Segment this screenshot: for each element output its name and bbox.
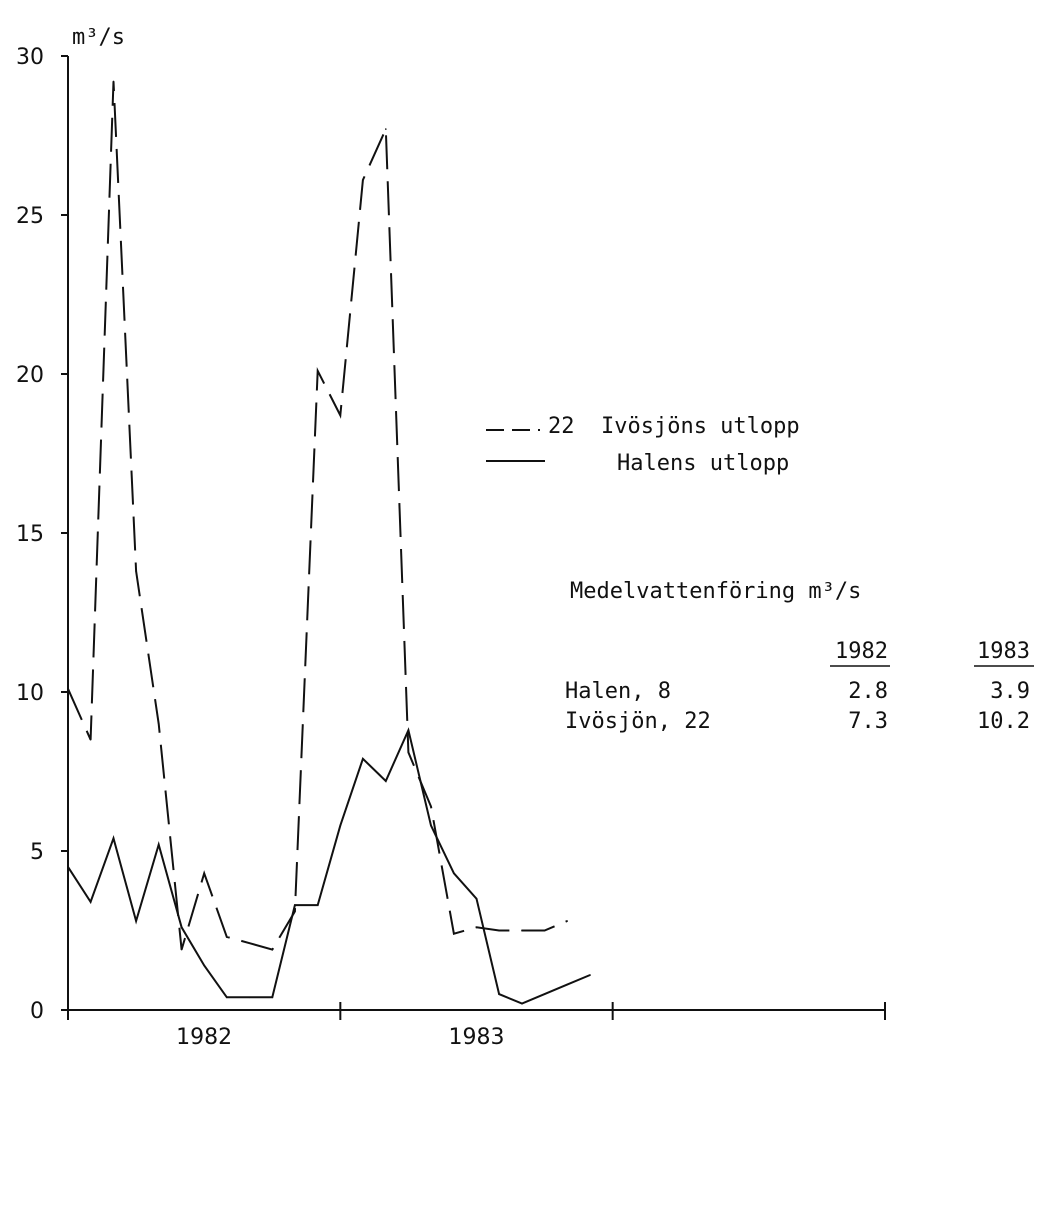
year-header-1982: 1982 <box>835 639 888 664</box>
data-point-ivosjon-14 <box>385 128 387 130</box>
data-point-halen-8 <box>248 996 251 999</box>
data-point-halen-23 <box>589 974 591 976</box>
y-axis-unit-label: m³/s <box>72 25 125 50</box>
data-point-ivosjon-18 <box>475 926 478 929</box>
ivosjon-1982-value: 7.3 <box>848 709 888 734</box>
data-point-ivosjon-19 <box>498 929 500 932</box>
data-point-ivosjon-16 <box>430 805 432 808</box>
data-point-halen-6 <box>203 964 205 967</box>
data-point-ivosjon-8 <box>248 942 251 944</box>
y-tick-label-0: 0 <box>30 999 44 1024</box>
data-point-ivosjon-6 <box>203 872 205 875</box>
legend: 22 Ivösjöns utlopp Halens utlopp <box>486 414 800 476</box>
data-point-ivosjon-2 <box>112 80 115 83</box>
series-line-ivosjon <box>67 81 568 951</box>
data-point-ivosjon-5 <box>180 948 183 951</box>
data-point-halen-20 <box>521 1002 523 1005</box>
data-point-ivosjon-3 <box>135 570 137 572</box>
x-tick-label-1983: 1983 <box>449 1025 505 1050</box>
data-point-halen-2 <box>112 837 115 840</box>
data-point-ivosjon-21 <box>543 929 546 932</box>
data-point-halen-13 <box>362 758 364 760</box>
data-point-halen-0 <box>67 866 69 868</box>
data-point-ivosjon-17 <box>453 932 455 935</box>
data-point-ivosjon-1 <box>89 738 92 741</box>
halen-1983-value: 3.9 <box>990 679 1030 704</box>
row-label-ivosjon: Ivösjön, 22 <box>565 709 711 734</box>
data-point-ivosjon-0 <box>67 688 69 690</box>
data-point-ivosjon-11 <box>316 370 319 372</box>
mean-flow-title: Medelvattenföring m³/s <box>570 579 861 604</box>
data-point-halen-22 <box>566 983 568 986</box>
data-point-ivosjon-7 <box>226 936 228 938</box>
data-point-halen-21 <box>543 993 546 995</box>
y-tick-label-30: 30 <box>16 45 44 70</box>
row-label-halen: Halen, 8 <box>565 679 671 704</box>
legend-label-ivosjon: 22 Ivösjöns utlopp <box>548 414 800 439</box>
data-point-halen-15 <box>407 729 410 731</box>
data-point-halen-17 <box>453 872 455 875</box>
data-point-halen-1 <box>89 901 92 903</box>
data-point-halen-5 <box>180 926 183 929</box>
data-point-ivosjon-9 <box>271 948 274 951</box>
data-point-halen-19 <box>498 993 500 995</box>
data-point-ivosjon-15 <box>407 751 410 754</box>
year-header-1983: 1983 <box>977 639 1030 664</box>
axes: 0 5 10 15 20 25 30 m³/s 1982 1983 <box>16 25 886 1050</box>
data-point-halen-7 <box>226 996 228 999</box>
mean-flow-table: Medelvattenföring m³/s 1982 1983 Halen, … <box>565 579 1034 734</box>
data-point-ivosjon-12 <box>339 414 342 417</box>
data-point-halen-14 <box>385 780 387 782</box>
y-tick-label-20: 20 <box>16 363 44 388</box>
series-layer <box>67 80 591 1005</box>
legend-label-halen: Halens utlopp <box>617 451 789 476</box>
x-tick-label-1982: 1982 <box>176 1025 232 1050</box>
data-point-ivosjon-13 <box>362 179 364 181</box>
data-point-ivosjon-10 <box>294 910 296 913</box>
data-point-halen-4 <box>157 843 160 846</box>
data-point-ivosjon-4 <box>157 723 160 725</box>
data-point-halen-9 <box>271 996 274 999</box>
y-tick-label-15: 15 <box>16 522 44 547</box>
data-point-ivosjon-22 <box>566 920 568 922</box>
halen-1982-value: 2.8 <box>848 679 888 704</box>
y-tick-label-10: 10 <box>16 681 44 706</box>
y-tick-label-25: 25 <box>16 204 44 229</box>
ivosjon-1983-value: 10.2 <box>977 709 1030 734</box>
series-line-halen <box>67 727 591 1005</box>
data-point-halen-11 <box>316 904 319 906</box>
data-point-halen-12 <box>339 824 342 827</box>
y-tick-label-5: 5 <box>30 840 44 865</box>
data-point-halen-10 <box>294 904 296 906</box>
data-point-halen-16 <box>430 824 432 827</box>
data-point-halen-18 <box>475 897 478 900</box>
data-point-halen-3 <box>135 920 137 922</box>
data-point-ivosjon-20 <box>521 929 523 932</box>
